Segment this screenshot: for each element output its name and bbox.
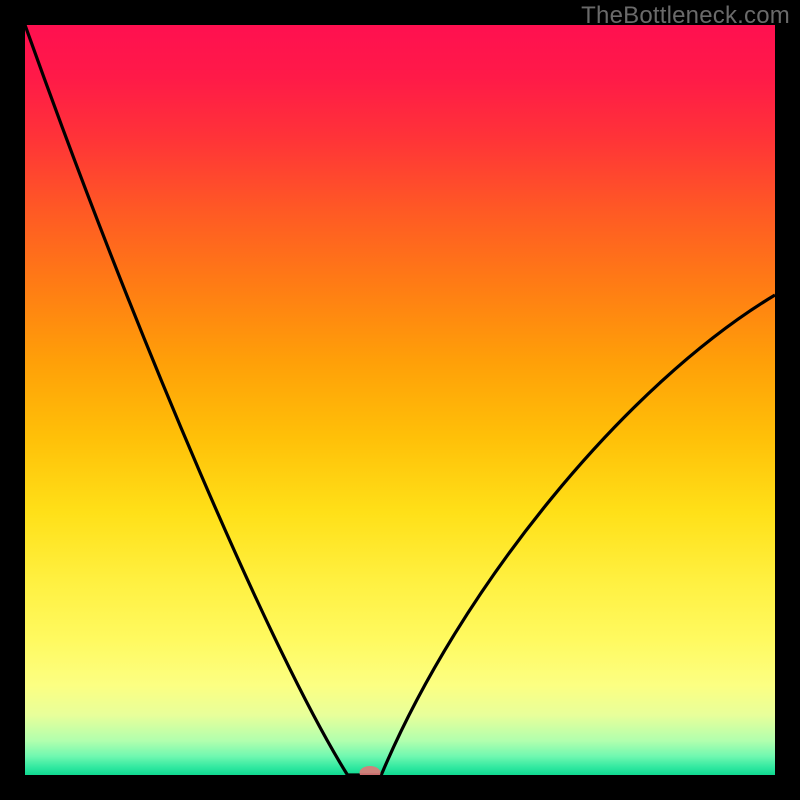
watermark-text: TheBottleneck.com bbox=[581, 2, 790, 30]
chart-frame: TheBottleneck.com bbox=[0, 0, 800, 800]
bottleneck-curve-chart bbox=[25, 25, 775, 775]
gradient-background bbox=[25, 25, 775, 775]
plot-area bbox=[25, 25, 775, 775]
